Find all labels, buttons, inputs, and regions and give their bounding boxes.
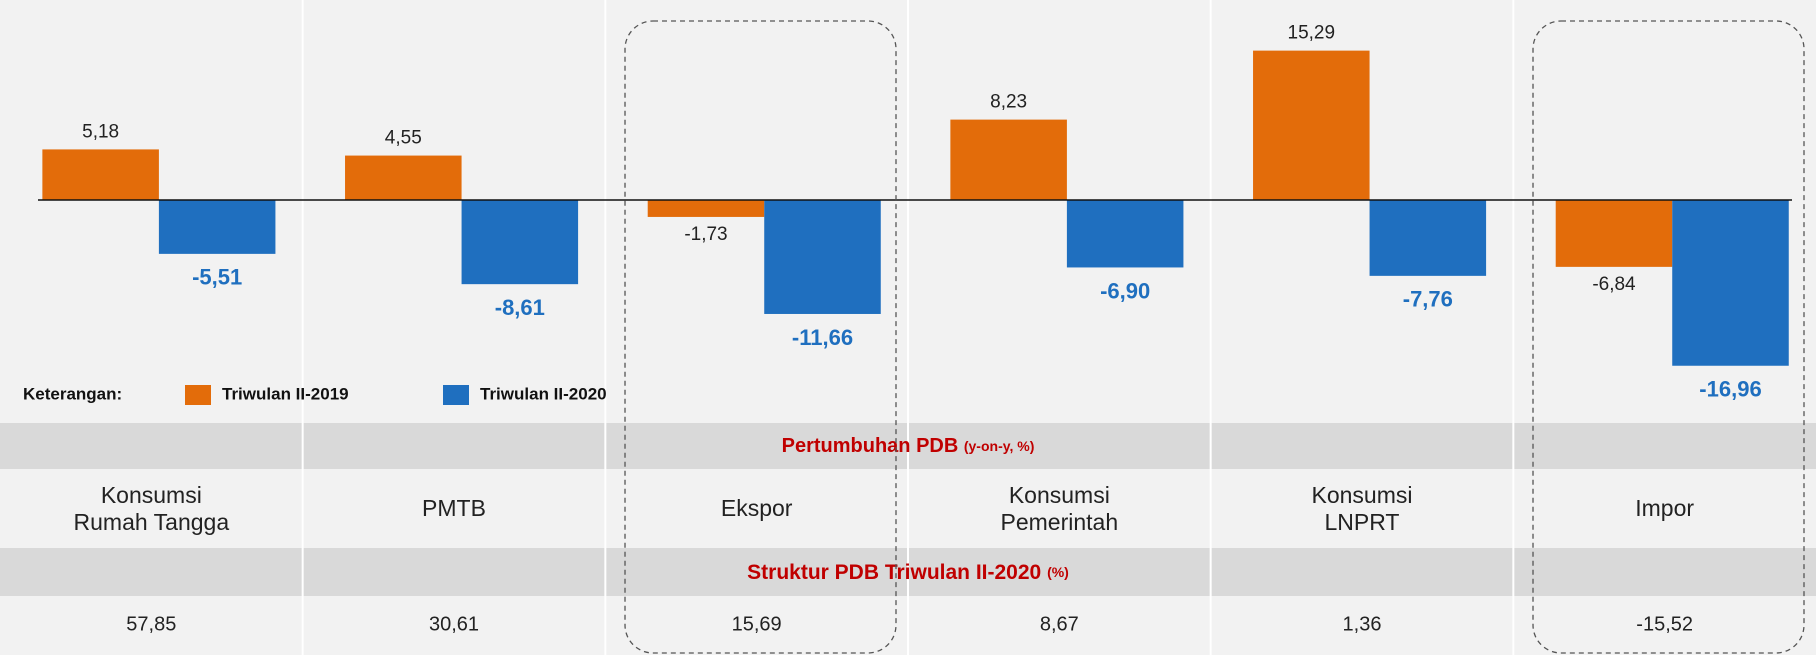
structure-value: 8,67 xyxy=(1040,613,1079,635)
highlight-box xyxy=(1532,20,1805,654)
data-label: -6,84 xyxy=(1592,274,1636,295)
legend-swatch xyxy=(185,385,211,405)
category-label: PMTB xyxy=(422,495,486,521)
legend-swatch xyxy=(443,385,469,405)
structure-value: -15,52 xyxy=(1636,613,1693,635)
legend-label: Triwulan II-2020 xyxy=(480,384,607,403)
growth-header-text: Pertumbuhan PDB xyxy=(782,435,959,457)
highlight-box xyxy=(624,20,897,654)
category-label: Konsumsi Pemerintah xyxy=(1000,481,1119,535)
data-label: -5,51 xyxy=(192,265,242,290)
data-label: -16,96 xyxy=(1699,377,1761,402)
bar xyxy=(461,200,579,285)
bar xyxy=(1555,200,1673,267)
bar xyxy=(42,149,159,201)
category-cell: Konsumsi LNPRT xyxy=(1211,469,1514,548)
category-label: Ekspor xyxy=(720,495,793,521)
growth-header: Pertumbuhan PDB (y-on-y, %) xyxy=(782,435,1035,457)
growth-header-unit: (y-on-y, %) xyxy=(964,438,1035,454)
bar xyxy=(950,119,1067,201)
data-label: 4,55 xyxy=(385,128,422,149)
bar xyxy=(764,200,881,314)
category-label: Konsumsi LNPRT xyxy=(1311,481,1413,535)
category-cell: Ekspor xyxy=(605,469,908,548)
bar xyxy=(1066,200,1184,268)
category-cell: PMTB xyxy=(303,469,606,548)
legend-title: Keterangan: xyxy=(23,384,122,403)
bar xyxy=(345,155,462,201)
structure-value: 30,61 xyxy=(429,613,479,635)
structure-header-unit: (%) xyxy=(1047,564,1069,580)
category-label: Impor xyxy=(1635,495,1695,521)
bar xyxy=(158,200,276,254)
bar xyxy=(1672,200,1789,366)
data-label: 8,23 xyxy=(990,92,1027,113)
bar xyxy=(647,200,765,217)
category-cell: Konsumsi Rumah Tangga xyxy=(0,469,303,548)
data-label: 15,29 xyxy=(1288,23,1336,44)
bar xyxy=(1369,200,1487,276)
structure-value: 1,36 xyxy=(1343,613,1382,635)
structure-header: Struktur PDB Triwulan II-2020 (%) xyxy=(747,561,1069,584)
category-cell: Impor xyxy=(1513,469,1816,548)
category-label: Konsumsi Rumah Tangga xyxy=(73,481,230,535)
data-label: 5,18 xyxy=(82,121,119,142)
data-label: -6,90 xyxy=(1100,278,1150,303)
structure-header-text: Struktur PDB Triwulan II-2020 xyxy=(747,561,1041,584)
data-label: -7,76 xyxy=(1403,287,1453,312)
bar xyxy=(1253,50,1370,201)
category-cell: Konsumsi Pemerintah xyxy=(908,469,1211,548)
data-label: -1,73 xyxy=(684,224,727,245)
legend-label: Triwulan II-2019 xyxy=(222,384,349,403)
data-label: -8,61 xyxy=(495,295,545,320)
structure-value: 57,85 xyxy=(126,613,176,635)
data-label: -11,66 xyxy=(792,325,853,350)
structure-value: 15,69 xyxy=(732,613,782,635)
